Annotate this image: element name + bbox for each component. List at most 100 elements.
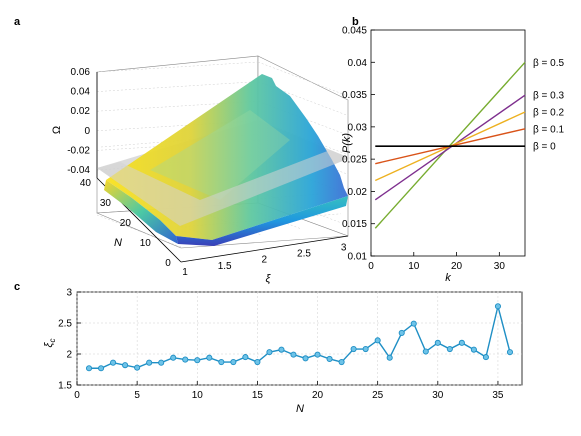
- c-ylabel: ξc: [43, 339, 57, 348]
- a-z-tick-label: -0.04: [67, 165, 90, 176]
- c-data-point: [85, 365, 93, 372]
- c-data-point: [434, 339, 441, 346]
- a-z-gridline: [96, 100, 259, 112]
- a-xi-tick-label: 1.5: [218, 261, 232, 272]
- a-ylabel: N: [114, 237, 122, 249]
- c-data-point: [374, 337, 381, 344]
- c-data-point: [482, 354, 489, 361]
- a-xlabel: ξ: [266, 273, 272, 285]
- b-legend-label: β = 0: [533, 142, 556, 153]
- a-xi-tick-label: 2.5: [297, 248, 311, 259]
- b-legend-label: β = 0.2: [533, 108, 564, 119]
- b-y-tick-label: 0.025: [342, 155, 367, 166]
- panel-c: c 0 5 10 15 20 25 30 351.522.53 ξc N: [14, 281, 523, 415]
- b-plot-area: [370, 29, 526, 257]
- c-y-tick-label: 3: [66, 288, 72, 299]
- b-x-tick-label: 10: [408, 261, 420, 272]
- c-data-point: [266, 349, 273, 356]
- b-legend-label: β = 0.5: [533, 58, 564, 69]
- c-data-point: [386, 354, 393, 361]
- c-x-tick-label: 15: [252, 390, 264, 401]
- a-n-tick-label: 30: [100, 198, 112, 209]
- a-z-gridline: [96, 81, 259, 92]
- c-data-point: [170, 354, 177, 361]
- c-data-point: [338, 359, 345, 366]
- c-ylabel-main: ξ: [43, 341, 55, 347]
- c-data-point: [314, 351, 321, 358]
- c-data-point: [350, 345, 357, 353]
- b-legend-label: β = 0.1: [533, 124, 564, 135]
- c-y-tick-label: 2: [66, 350, 72, 361]
- c-x-tick-label: 35: [492, 390, 504, 401]
- panel-a-ticks: -0.04 -0.02 0 0.02 0.04 0.06 0 10 20 30 40 1 1.5 2 2.5…: [67, 67, 347, 278]
- c-data-point: [398, 329, 405, 336]
- b-x-tick-label: 30: [494, 261, 506, 272]
- panel-b: b 0 10 20 30 0.01 0.015 0.02 0.025 0.03 0.035 0.04…: [341, 16, 564, 284]
- surface-shade: [150, 110, 290, 200]
- b-y-tick-label: 0.045: [342, 26, 367, 37]
- c-plot-area: [76, 291, 523, 386]
- b-series: [374, 61, 526, 229]
- panel-a: a -0.04 -0.02 0 0.02 0.04 0.06 0 10 20 30 40 1 1.5 2 2…: [14, 16, 350, 285]
- c-series: [85, 303, 514, 372]
- surface-left-edge: [104, 180, 178, 244]
- c-data-point: [242, 354, 249, 361]
- b-y-tick-label: 0.02: [348, 187, 368, 198]
- c-x-tick-label: 20: [312, 390, 324, 401]
- b-y-tick-label: 0.01: [348, 252, 368, 263]
- c-ylabel-sub: c: [48, 339, 57, 343]
- c-data-point: [122, 362, 129, 369]
- a-zlabel: Ω: [51, 126, 63, 134]
- b-x-tick-label: 0: [368, 261, 374, 272]
- c-x-tick-label: 5: [134, 390, 140, 401]
- c-ticks: 0 5 10 15 20 25 30 35 1.5 2 2.5 3: [58, 288, 504, 402]
- c-data-point: [218, 359, 225, 366]
- panel-b-letter: b: [352, 16, 359, 28]
- c-data-point: [110, 359, 117, 366]
- c-data-point: [362, 345, 369, 353]
- c-x-tick-label: 30: [432, 390, 444, 401]
- c-data-point: [98, 365, 105, 372]
- c-data-point: [470, 346, 477, 353]
- c-data-point: [422, 348, 429, 355]
- c-data-point: [326, 355, 333, 363]
- c-data-point: [206, 354, 213, 361]
- surface-3d: [97, 74, 350, 246]
- c-data-point: [302, 355, 309, 362]
- b-series-line: [374, 61, 526, 229]
- b-xlabel: k: [445, 272, 451, 284]
- c-data-point: [278, 346, 285, 353]
- b-ticks: 0 10 20 30 0.01 0.015 0.02 0.025 0.03 0.035 0.04 0.…: [342, 26, 505, 273]
- a-xi-tick-label: 2: [262, 255, 268, 266]
- surface-front-edge: [176, 196, 348, 246]
- b-ylabel: P(k): [341, 133, 353, 154]
- c-data-point: [182, 356, 189, 363]
- plane-front-half: [97, 150, 350, 226]
- a-z-tick-label: 0: [84, 126, 90, 137]
- c-data-point: [446, 345, 453, 353]
- c-x-tick-label: 0: [74, 390, 80, 401]
- c-data-point: [194, 357, 201, 364]
- a-z-gridline: [96, 120, 259, 132]
- b-y-tick-label: 0.04: [348, 58, 368, 69]
- c-data-point: [146, 359, 153, 366]
- a-n-tick-label: 0: [165, 258, 171, 269]
- c-data-point: [494, 303, 501, 310]
- c-y-tick-label: 2.5: [58, 319, 72, 330]
- c-data-point: [134, 364, 141, 371]
- a-z-gridline: [96, 61, 259, 73]
- a-z-gridline-right: [257, 61, 349, 97]
- a-z-tick-label: 0.02: [71, 106, 91, 117]
- xi-axis-line: [180, 235, 349, 263]
- c-x-tick-label: 10: [192, 390, 204, 401]
- c-data-point: [290, 351, 297, 358]
- b-y-tick-label: 0.015: [342, 219, 367, 230]
- a-z-tick-label: 0.06: [71, 67, 91, 78]
- b-y-tick-label: 0.03: [348, 122, 368, 133]
- b-legend: β = 0.5 β = 0.3 β = 0.2 β = 0.1 β = 0: [533, 58, 564, 153]
- c-data-point: [458, 339, 465, 346]
- b-x-tick-label: 20: [451, 261, 463, 272]
- a-n-tick-label: 40: [80, 178, 92, 189]
- b-legend-label: β = 0.3: [533, 91, 564, 102]
